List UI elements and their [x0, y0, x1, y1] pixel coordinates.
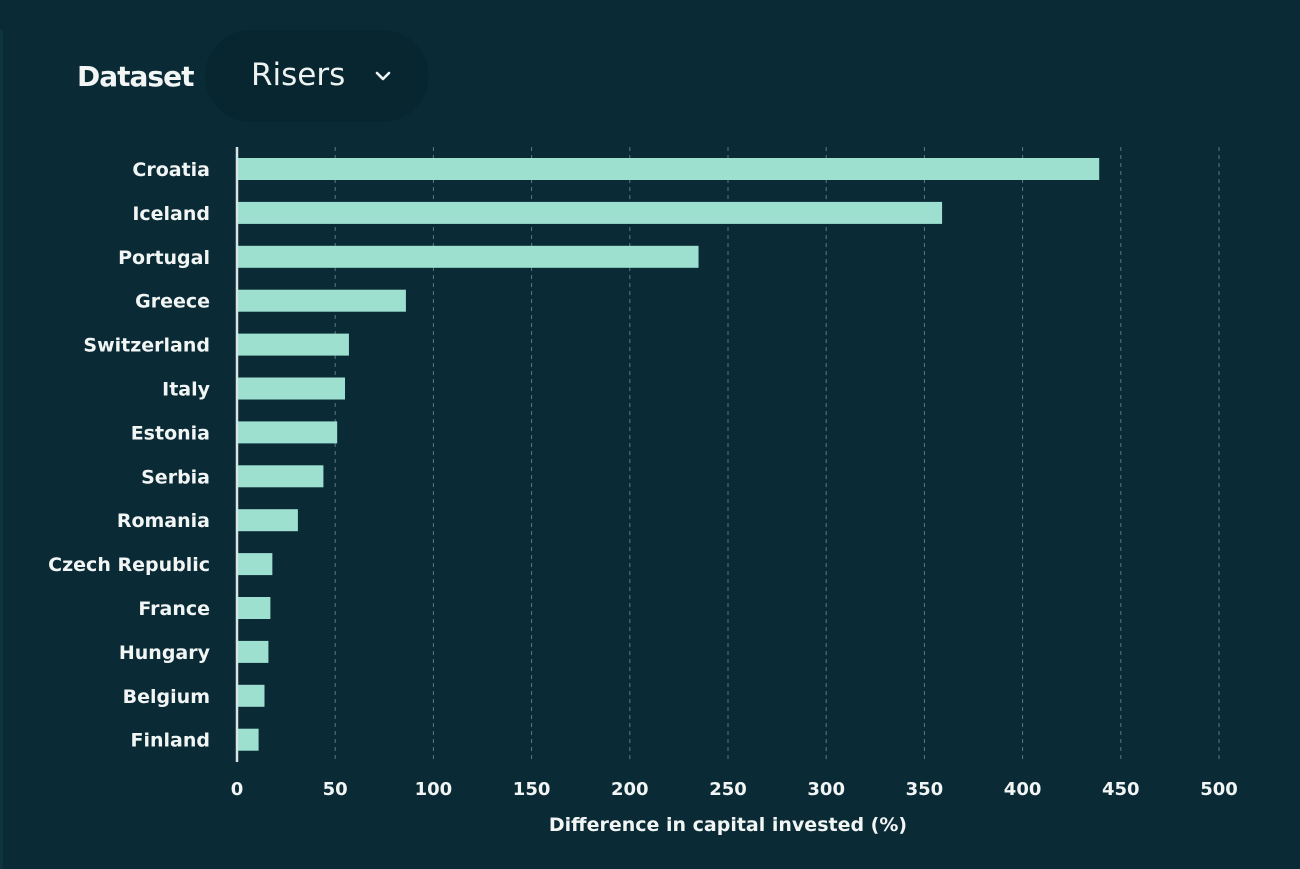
bar-greece[interactable]: [237, 289, 406, 312]
category-label: Romania: [117, 510, 210, 532]
category-label: Italy: [162, 379, 210, 401]
gridlines: [334, 147, 1220, 762]
bar-serbia[interactable]: [237, 465, 324, 488]
x-tick-labels: 0 50 100 150 200 250 300 350 400 450 500: [231, 779, 1238, 800]
x-tick-label: 0: [231, 779, 244, 800]
x-tick-label: 400: [1004, 779, 1042, 800]
bar-hungary[interactable]: [237, 640, 269, 663]
category-label: Iceland: [132, 203, 210, 225]
x-tick-label: 100: [415, 779, 453, 800]
category-label: Czech Republic: [48, 554, 210, 576]
category-label: Greece: [135, 291, 210, 313]
x-tick-label: 300: [807, 779, 845, 800]
bar-croatia[interactable]: [237, 158, 1100, 180]
category-labels: Croatia Iceland Portugal Greece Switzerland I…: [48, 159, 210, 752]
category-label: Hungary: [119, 642, 211, 664]
dataset-label: Dataset: [77, 60, 194, 93]
x-tick-label: 200: [611, 779, 649, 800]
category-label: Croatia: [132, 159, 210, 181]
category-label: Switzerland: [83, 335, 210, 357]
x-tick-label: 500: [1200, 779, 1238, 800]
category-label: Serbia: [141, 466, 210, 488]
bar-czech-republic[interactable]: [237, 553, 273, 576]
x-tick-label: 150: [513, 779, 551, 800]
category-label: Portugal: [118, 247, 210, 269]
x-tick-label: 250: [709, 779, 747, 800]
bar-iceland[interactable]: [237, 201, 943, 224]
bar-estonia[interactable]: [237, 421, 338, 444]
dataset-select[interactable]: Risers: [205, 30, 429, 122]
panel-edge: [0, 30, 3, 869]
bar-portugal[interactable]: [237, 245, 699, 268]
bars: [237, 158, 1100, 751]
x-tick-label: 450: [1102, 779, 1140, 800]
dataset-select-value: Risers: [251, 57, 346, 93]
category-label: Estonia: [131, 422, 210, 444]
bar-france[interactable]: [237, 597, 271, 619]
x-axis-title: Difference in capital invested (%): [549, 814, 907, 836]
bar-finland[interactable]: [237, 728, 259, 751]
chevron-down-icon: [375, 71, 391, 81]
x-tick-label: 50: [323, 779, 348, 800]
bar-switzerland[interactable]: [237, 333, 349, 356]
bar-romania[interactable]: [237, 509, 298, 532]
category-label: France: [138, 598, 210, 620]
x-tick-label: 350: [906, 779, 944, 800]
bar-belgium[interactable]: [237, 684, 265, 707]
category-label: Belgium: [123, 686, 210, 708]
bar-italy[interactable]: [237, 377, 346, 400]
category-label: Finland: [131, 730, 210, 752]
